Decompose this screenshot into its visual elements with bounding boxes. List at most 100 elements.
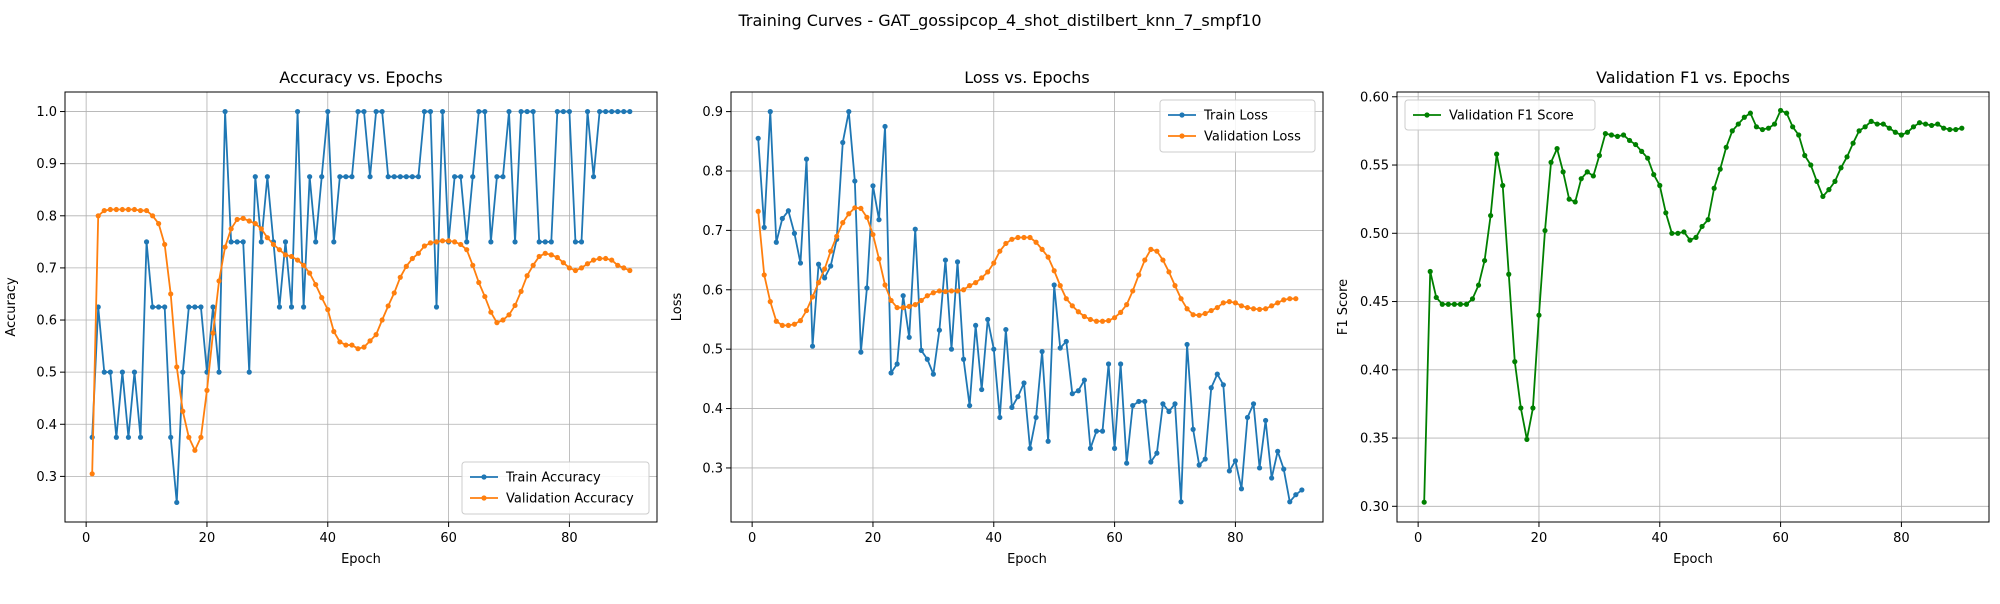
chart-3-validation-f1-score-point bbox=[1729, 128, 1735, 134]
chart-2-validation-loss-point bbox=[755, 208, 761, 214]
chart-2-train-loss-point bbox=[1142, 398, 1148, 405]
chart-1-validation-accuracy-point bbox=[500, 317, 506, 323]
chart-1-x-tick-label: 0 bbox=[82, 531, 90, 546]
chart-1-train-accuracy-point bbox=[125, 434, 132, 440]
chart-2-validation-loss-point bbox=[1087, 316, 1094, 323]
chart-2-validation-loss-point bbox=[1214, 304, 1220, 311]
chart-1-train-accuracy-point bbox=[234, 239, 240, 245]
chart-2-x-tick-label: 80 bbox=[1227, 531, 1244, 546]
chart-1-validation-accuracy-point bbox=[512, 302, 518, 309]
chart-3-validation-f1-score-point bbox=[1808, 162, 1814, 168]
chart-3-series-validation-f1-score bbox=[1421, 107, 1965, 505]
chart-1-train-accuracy-point bbox=[325, 108, 331, 115]
chart-1-train-accuracy-point bbox=[373, 108, 379, 115]
chart-1-validation-accuracy-point bbox=[198, 434, 204, 440]
chart-2-panel: 0 20 40 60 80 0.3 0.4 0.5 0.6 0.7 0.8 0.9 Loss vs. E… bbox=[670, 68, 1324, 567]
chart-2-validation-loss-point bbox=[1057, 283, 1063, 289]
chart-3-legend: Validation F1 Score bbox=[1404, 99, 1596, 131]
chart-1-y-tick-label: 0.7 bbox=[36, 261, 57, 276]
chart-3-validation-f1-score-point bbox=[1451, 301, 1457, 307]
chart-1-validation-accuracy-point bbox=[288, 253, 295, 260]
chart-2-train-loss-point bbox=[985, 316, 991, 323]
chart-2-train-loss-point bbox=[1033, 414, 1039, 421]
chart-2-validation-loss-point bbox=[1003, 240, 1009, 247]
chart-3-validation-f1-score-point bbox=[1572, 199, 1578, 205]
chart-3-validation-f1-score-point bbox=[1506, 271, 1512, 277]
chart-3-legend-swatch-marker bbox=[1424, 112, 1430, 118]
chart-1-validation-accuracy-point bbox=[373, 332, 379, 338]
chart-1-train-accuracy-point bbox=[282, 239, 289, 245]
chart-1-validation-accuracy-point bbox=[554, 254, 560, 261]
chart-1-train-accuracy-point bbox=[186, 304, 192, 310]
chart-2-validation-loss-point bbox=[1275, 300, 1281, 306]
chart-1-validation-accuracy-point bbox=[403, 263, 409, 269]
chart-2-validation-loss-point bbox=[1009, 236, 1015, 242]
chart-2-validation-loss-point bbox=[846, 211, 852, 217]
chart-1-validation-accuracy-point bbox=[458, 241, 464, 248]
chart-1-y-tick-label: 0.8 bbox=[36, 209, 57, 224]
chart-2-train-loss-point bbox=[1256, 465, 1263, 471]
chart-1-train-accuracy-line bbox=[91, 110, 630, 504]
chart-2-train-loss-point bbox=[991, 346, 997, 352]
chart-2-legend: Train Loss Validation Loss bbox=[1159, 99, 1316, 153]
chart-2-train-loss-point bbox=[930, 371, 936, 377]
chart-3-validation-f1-score-point bbox=[1814, 178, 1820, 185]
chart-1-train-accuracy-point bbox=[331, 239, 337, 245]
chart-2-train-loss-point bbox=[1093, 428, 1100, 434]
chart-2-validation-loss-point bbox=[1021, 234, 1027, 241]
chart-2-validation-loss-point bbox=[1196, 312, 1202, 318]
chart-1-y-tick-label: 0.4 bbox=[36, 418, 57, 433]
chart-1-validation-accuracy-point bbox=[566, 265, 573, 271]
chart-1-validation-accuracy-point bbox=[470, 262, 476, 268]
chart-1-train-accuracy-point bbox=[615, 108, 621, 115]
chart-1-validation-accuracy-point bbox=[439, 238, 446, 244]
chart-1-train-accuracy-point bbox=[162, 304, 168, 310]
chart-1-train-accuracy-point bbox=[252, 174, 258, 180]
chart-2-train-loss-point bbox=[967, 402, 973, 409]
chart-1-x-axis-label: Epoch bbox=[341, 552, 381, 567]
chart-3-validation-f1-score-point bbox=[1723, 144, 1729, 150]
chart-2-validation-loss-point bbox=[785, 322, 791, 329]
chart-1-train-accuracy-point bbox=[590, 174, 597, 180]
chart-3-validation-f1-score-point bbox=[1500, 182, 1506, 189]
chart-3-x-tick-label: 20 bbox=[1531, 531, 1548, 546]
chart-3-validation-f1-score-point bbox=[1524, 436, 1530, 443]
chart-3-validation-f1-score-point bbox=[1953, 126, 1959, 133]
chart-3-validation-f1-score-point bbox=[1759, 126, 1766, 133]
chart-3-y-tick-label: 0.60 bbox=[1360, 90, 1389, 105]
chart-1-y-tick-label: 0.5 bbox=[36, 366, 57, 381]
chart-2-y-tick-label: 0.3 bbox=[702, 461, 723, 476]
chart-3-validation-f1-score-point bbox=[1578, 176, 1584, 182]
chart-1-train-accuracy-point bbox=[506, 108, 512, 115]
chart-1-train-accuracy-point bbox=[397, 174, 403, 180]
chart-2-train-loss-point bbox=[1299, 487, 1305, 493]
chart-3-validation-f1-score-point bbox=[1681, 229, 1687, 235]
chart-1-legend-swatch-marker bbox=[481, 474, 487, 480]
chart-2-train-loss-point bbox=[924, 356, 930, 362]
chart-1-validation-accuracy-point bbox=[210, 330, 216, 336]
chart-2-validation-loss-point bbox=[870, 231, 876, 238]
chart-2-validation-loss-point bbox=[1238, 303, 1245, 309]
chart-1-validation-accuracy-point bbox=[488, 309, 494, 315]
chart-2-train-loss-point bbox=[1111, 445, 1118, 451]
chart-1-train-accuracy-point bbox=[361, 108, 367, 115]
chart-1-legend-label: Validation Accuracy bbox=[506, 492, 634, 507]
chart-1-validation-accuracy-point bbox=[180, 408, 186, 414]
chart-2-validation-loss-point bbox=[882, 282, 888, 288]
chart-2-validation-loss-point bbox=[773, 318, 779, 324]
chart-2-train-loss-point bbox=[797, 260, 804, 266]
chart-3-validation-f1-score-point bbox=[1620, 132, 1627, 138]
chart-3-validation-f1-score-point bbox=[1651, 171, 1657, 178]
chart-2-validation-loss-point bbox=[1136, 272, 1142, 278]
chart-1-y-tick-label: 0.6 bbox=[36, 314, 57, 329]
chart-1-validation-accuracy-point bbox=[101, 207, 107, 214]
chart-1-validation-accuracy-point bbox=[506, 312, 512, 318]
chart-2-train-loss-point bbox=[1232, 458, 1239, 464]
chart-2-train-loss-point bbox=[973, 322, 979, 329]
chart-2-train-loss-point bbox=[1051, 282, 1057, 288]
chart-1-train-accuracy-point bbox=[264, 174, 270, 180]
chart-3-validation-f1-score-point bbox=[1868, 118, 1874, 124]
chart-1-validation-accuracy-point bbox=[294, 257, 301, 263]
chart-1-validation-accuracy-point bbox=[349, 342, 355, 348]
